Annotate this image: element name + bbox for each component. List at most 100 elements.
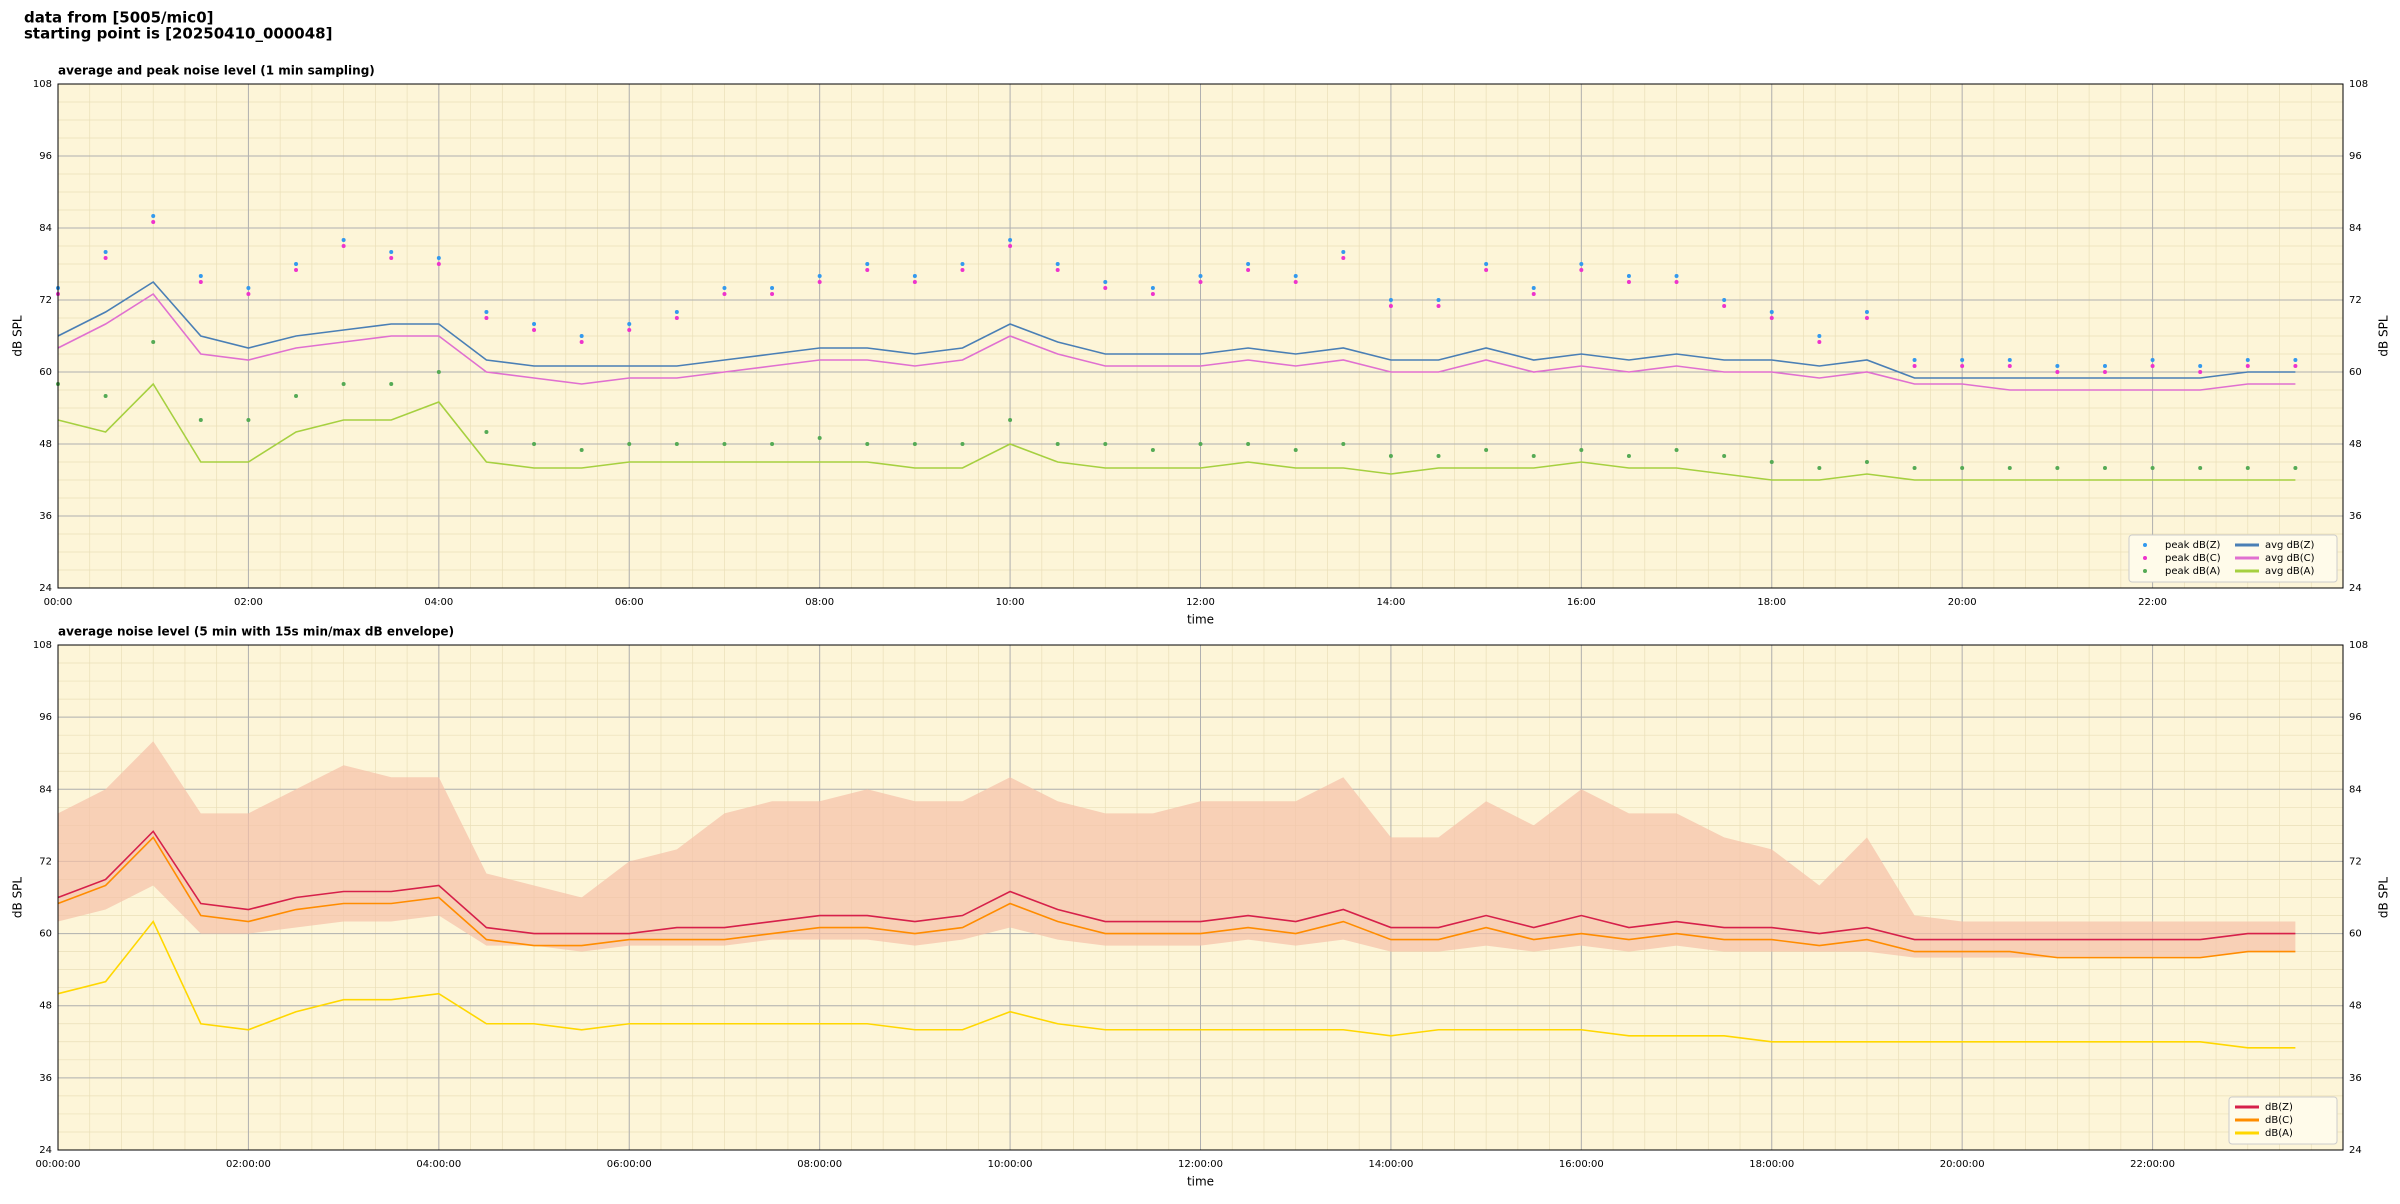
peak-point <box>627 328 632 332</box>
peak-point <box>912 274 917 278</box>
peak-point <box>2198 466 2203 470</box>
peak-point <box>2293 466 2298 470</box>
peak-point <box>2102 370 2107 374</box>
peak-point <box>2150 358 2155 362</box>
peak-point <box>865 268 870 272</box>
x-tick-label: 04:00 <box>424 597 453 608</box>
y-tick-label-right: 48 <box>2349 1001 2362 1012</box>
y-tick-label: 84 <box>39 784 52 795</box>
y-tick-label-right: 72 <box>2349 295 2362 306</box>
peak-point <box>1531 454 1536 458</box>
peak-point <box>1246 442 1251 446</box>
peak-point <box>2007 358 2012 362</box>
peak-point <box>1817 466 1822 470</box>
x-tick-label: 04:00:00 <box>416 1159 461 1170</box>
peak-point <box>436 370 441 374</box>
peak-point <box>1769 310 1774 314</box>
x-tick-label: 02:00:00 <box>226 1159 271 1170</box>
y-tick-label: 24 <box>39 1145 52 1156</box>
y-tick-label: 36 <box>39 1073 52 1084</box>
peak-point <box>1722 304 1727 308</box>
x-tick-label: 22:00 <box>2138 597 2167 608</box>
peak-point <box>674 310 679 314</box>
peak-point <box>2007 364 2012 368</box>
peak-point <box>2198 364 2203 368</box>
envelope <box>58 741 2296 958</box>
y-tick-label-right: 108 <box>2349 79 2368 90</box>
y-tick-label: 60 <box>39 367 52 378</box>
peak-point <box>2150 364 2155 368</box>
y-axis-label-right: dB SPL <box>2377 315 2391 357</box>
peak-point <box>1579 262 1584 266</box>
chart-title: average noise level (5 min with 15s min/… <box>58 625 454 639</box>
series-line <box>57 280 2296 379</box>
x-tick-label: 00:00:00 <box>36 1159 81 1170</box>
series-line <box>57 836 2296 959</box>
peak-point <box>1103 286 1108 290</box>
peak-point <box>198 274 203 278</box>
y-tick-label-right: 24 <box>2349 583 2362 594</box>
x-tick-label: 20:00 <box>1948 597 1977 608</box>
chart-title: average and peak noise level (1 min samp… <box>58 64 375 78</box>
peak-point <box>1198 442 1203 446</box>
series-line <box>57 920 2296 1049</box>
x-tick-label: 12:00 <box>1186 597 1215 608</box>
peak-point <box>627 442 632 446</box>
x-axis-label: time <box>1187 613 1214 627</box>
y-tick-label-right: 24 <box>2349 1145 2362 1156</box>
peak-point <box>2102 466 2107 470</box>
x-tick-label: 08:00:00 <box>797 1159 842 1170</box>
peak-point <box>865 442 870 446</box>
legend-marker <box>2143 569 2147 573</box>
peak-point <box>1150 286 1155 290</box>
x-tick-label: 18:00:00 <box>1749 1159 1794 1170</box>
peak-point <box>1674 448 1679 452</box>
peak-point <box>1055 268 1060 272</box>
peak-point <box>1293 274 1298 278</box>
legend-marker <box>2143 543 2147 547</box>
x-tick-label: 12:00:00 <box>1178 1159 1223 1170</box>
peak-point <box>2198 370 2203 374</box>
peak-point <box>1293 448 1298 452</box>
peak-point <box>1103 280 1108 284</box>
header-line: starting point is [20250410_000048] <box>24 25 332 43</box>
x-tick-label: 20:00:00 <box>1940 1159 1985 1170</box>
peak-point <box>1008 244 1013 248</box>
peak-point <box>198 418 203 422</box>
plot-frame <box>57 83 2344 589</box>
peak-point <box>722 292 727 296</box>
peak-point <box>151 340 156 344</box>
peak-point <box>1769 316 1774 320</box>
peak-point <box>817 280 822 284</box>
peak-point <box>912 280 917 284</box>
y-tick-label: 72 <box>39 295 52 306</box>
plot-frame <box>57 644 2344 1151</box>
peak-point <box>1960 358 1965 362</box>
peak-point <box>2245 364 2250 368</box>
peak-point <box>1626 274 1631 278</box>
y-tick-label-right: 108 <box>2349 640 2368 651</box>
peak-point <box>1293 280 1298 284</box>
peak-point <box>865 262 870 266</box>
y-axis-label: dB SPL <box>11 877 25 919</box>
peak-point <box>1864 316 1869 320</box>
peak-point <box>341 382 346 386</box>
peak-point <box>151 220 156 224</box>
peak-point <box>2150 466 2155 470</box>
peak-point <box>1960 364 1965 368</box>
peak-point <box>770 286 775 290</box>
y-tick-label: 108 <box>33 79 52 90</box>
y-tick-label: 108 <box>33 640 52 651</box>
peak-point <box>151 214 156 218</box>
legend-label: avg dB(A) <box>2265 566 2315 577</box>
peak-point <box>1626 454 1631 458</box>
peak-point <box>484 316 489 320</box>
peak-point <box>770 292 775 296</box>
peak-point <box>1769 460 1774 464</box>
legend-label: dB(C) <box>2265 1115 2293 1126</box>
peak-point <box>1008 418 1013 422</box>
legend-label: dB(A) <box>2265 1128 2293 1139</box>
series-line <box>57 292 2296 391</box>
peak-point <box>1246 268 1251 272</box>
